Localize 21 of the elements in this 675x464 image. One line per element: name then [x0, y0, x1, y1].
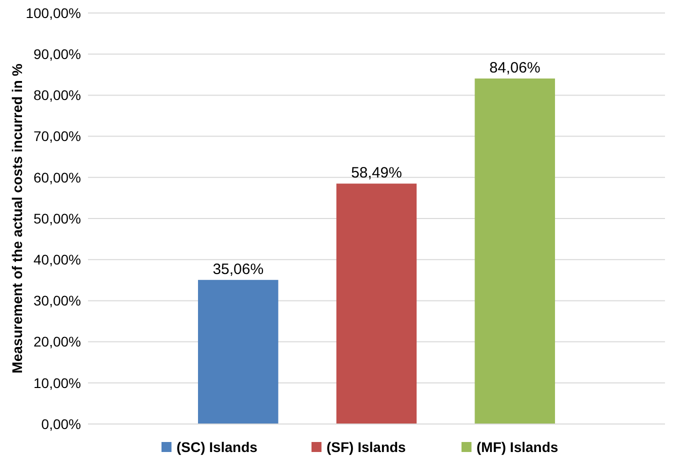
- legend-label: (SF) Islands: [326, 438, 406, 455]
- y-tick-label: 90,00%: [34, 46, 81, 62]
- legend-label: (SC) Islands: [176, 438, 258, 455]
- y-axis-title: Measurement of the actual costs incurred in %: [9, 63, 25, 374]
- y-tick-label: 80,00%: [34, 87, 81, 104]
- y-tick-label: 50,00%: [34, 210, 81, 226]
- y-tick-label: 10,00%: [34, 374, 81, 391]
- data-label: 58,49%: [351, 164, 402, 182]
- y-tick-label: 100,00%: [26, 4, 81, 21]
- bar: [474, 78, 555, 424]
- y-tick-label: 30,00%: [34, 292, 81, 309]
- y-tick-label: 20,00%: [34, 334, 81, 350]
- bar: [336, 184, 417, 424]
- data-label: 35,06%: [212, 260, 264, 278]
- data-label: 84,06%: [489, 60, 540, 77]
- y-tick-label: 0,00%: [41, 416, 81, 432]
- y-tick-label: 70,00%: [34, 128, 81, 144]
- bar: [198, 280, 278, 424]
- legend-label: (MF) Islands: [476, 438, 558, 455]
- y-tick-label: 40,00%: [34, 252, 81, 268]
- y-tick-label: 60,00%: [34, 169, 81, 186]
